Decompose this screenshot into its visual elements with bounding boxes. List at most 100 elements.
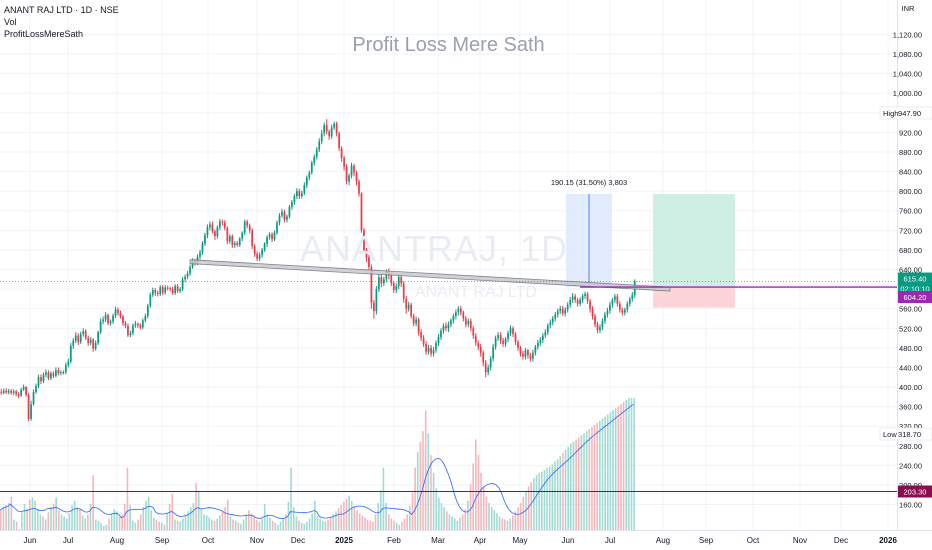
time-axis[interactable]: Jun Jul Aug Sep Oct Nov Dec 2025 Feb Mar Apr May Jun…	[24, 536, 898, 545]
candle-body	[512, 328, 514, 335]
candle-body	[186, 273, 189, 277]
volume-bar	[356, 510, 358, 530]
candle-body	[611, 299, 614, 305]
candle-body	[358, 181, 360, 194]
volume-bar	[87, 514, 89, 530]
price-tick-label: 1,120.00	[893, 30, 922, 39]
candle-body	[400, 276, 403, 284]
volume-bar	[287, 501, 290, 530]
volume-bar	[21, 512, 23, 530]
volume-bar	[580, 435, 583, 530]
candle-body	[211, 224, 214, 232]
volume-bar	[176, 520, 179, 530]
volume-bar	[42, 516, 44, 530]
price-tick-label: 920.00	[899, 128, 922, 137]
candle-body	[514, 334, 517, 342]
volume-bar	[139, 514, 142, 530]
candle-body	[87, 338, 90, 343]
time-tick-label: Dec	[291, 536, 305, 545]
candle-body	[32, 391, 35, 405]
price-tick-label: 160.00	[899, 501, 922, 510]
candle-body	[82, 331, 85, 335]
last-price-badge-text: 615.40	[904, 275, 927, 284]
candle-body	[432, 349, 435, 354]
candle-body	[206, 227, 209, 236]
candle-body	[296, 191, 298, 197]
time-tick-label: 2026	[879, 536, 897, 545]
trend-channel	[189, 259, 671, 292]
candle-body	[447, 324, 450, 329]
candle-body	[171, 289, 174, 294]
candle-body	[348, 175, 350, 182]
candle-body	[55, 370, 57, 376]
candle-body	[380, 277, 383, 284]
measure-label: 190.15 (31.50%) 3,803	[551, 178, 627, 187]
volume-bar	[39, 514, 42, 530]
candle-body	[45, 372, 47, 375]
candle-body	[107, 315, 109, 324]
volume-bar	[65, 518, 68, 530]
time-tick-label: Sep	[155, 536, 170, 545]
price-tick-label: 680.00	[899, 246, 922, 255]
candle-body	[472, 328, 475, 336]
volume-bar	[577, 437, 580, 530]
volume-bar	[599, 420, 601, 530]
volume-bar	[34, 500, 36, 530]
volume-level-badge-text: 203.30	[904, 488, 927, 497]
candle-body	[561, 308, 564, 314]
candle-body	[64, 364, 67, 373]
candle-body	[132, 325, 134, 334]
volume-bar	[601, 418, 604, 530]
candle-body	[445, 325, 447, 329]
candle-body	[554, 314, 557, 319]
price-axis[interactable]: 1,120.001,080.001,040.001,000.00960.0092…	[893, 4, 922, 510]
custom-indicator-label[interactable]: ProfitLossMereSath	[4, 29, 84, 39]
candle-body	[427, 347, 430, 352]
volume-bar	[477, 455, 480, 530]
volume-bar	[451, 516, 453, 530]
candle-body	[151, 290, 154, 295]
candle-body	[283, 211, 286, 220]
high-tag-label: High	[883, 109, 898, 118]
volume-bar	[556, 459, 559, 530]
volume-bar	[369, 520, 372, 530]
candle-body	[201, 243, 204, 253]
candle-body	[181, 279, 184, 290]
volume-bar	[472, 463, 474, 530]
candle-body	[373, 302, 375, 312]
volume-bar	[84, 518, 87, 530]
candle-body	[459, 308, 462, 313]
volume-bar	[514, 511, 517, 530]
time-tick-label: Nov	[250, 536, 264, 545]
drawings	[0, 259, 897, 492]
volume-bar	[380, 490, 382, 530]
candle-body	[154, 290, 157, 294]
symbol-title[interactable]: ANANT RAJ LTD · 1D · NSE	[4, 5, 119, 15]
candle-body	[484, 362, 487, 373]
volume-bar	[480, 472, 482, 530]
candle-body	[569, 299, 572, 305]
volume-bar	[414, 467, 416, 530]
volume-bar	[509, 518, 511, 530]
candle-body	[67, 361, 70, 365]
volume-bar	[76, 507, 79, 530]
volume-indicator-label[interactable]: Vol	[4, 17, 17, 27]
candle-body	[231, 236, 234, 246]
candle-body	[442, 325, 445, 331]
volume-bar	[232, 519, 234, 530]
price-tick-label: 880.00	[899, 148, 922, 157]
candle-body	[479, 346, 482, 353]
volume-bar	[95, 519, 97, 530]
volume-bar	[628, 398, 630, 530]
volume-bar	[377, 502, 379, 530]
volume-bar	[493, 510, 496, 530]
candle-body	[261, 249, 263, 255]
candle-body	[310, 162, 313, 173]
volume-bar	[26, 509, 28, 530]
volume-bar	[31, 497, 34, 530]
volume-bar	[570, 443, 572, 530]
volume-bar	[387, 514, 390, 530]
candle-body	[137, 323, 139, 326]
volume-bar	[340, 505, 343, 530]
